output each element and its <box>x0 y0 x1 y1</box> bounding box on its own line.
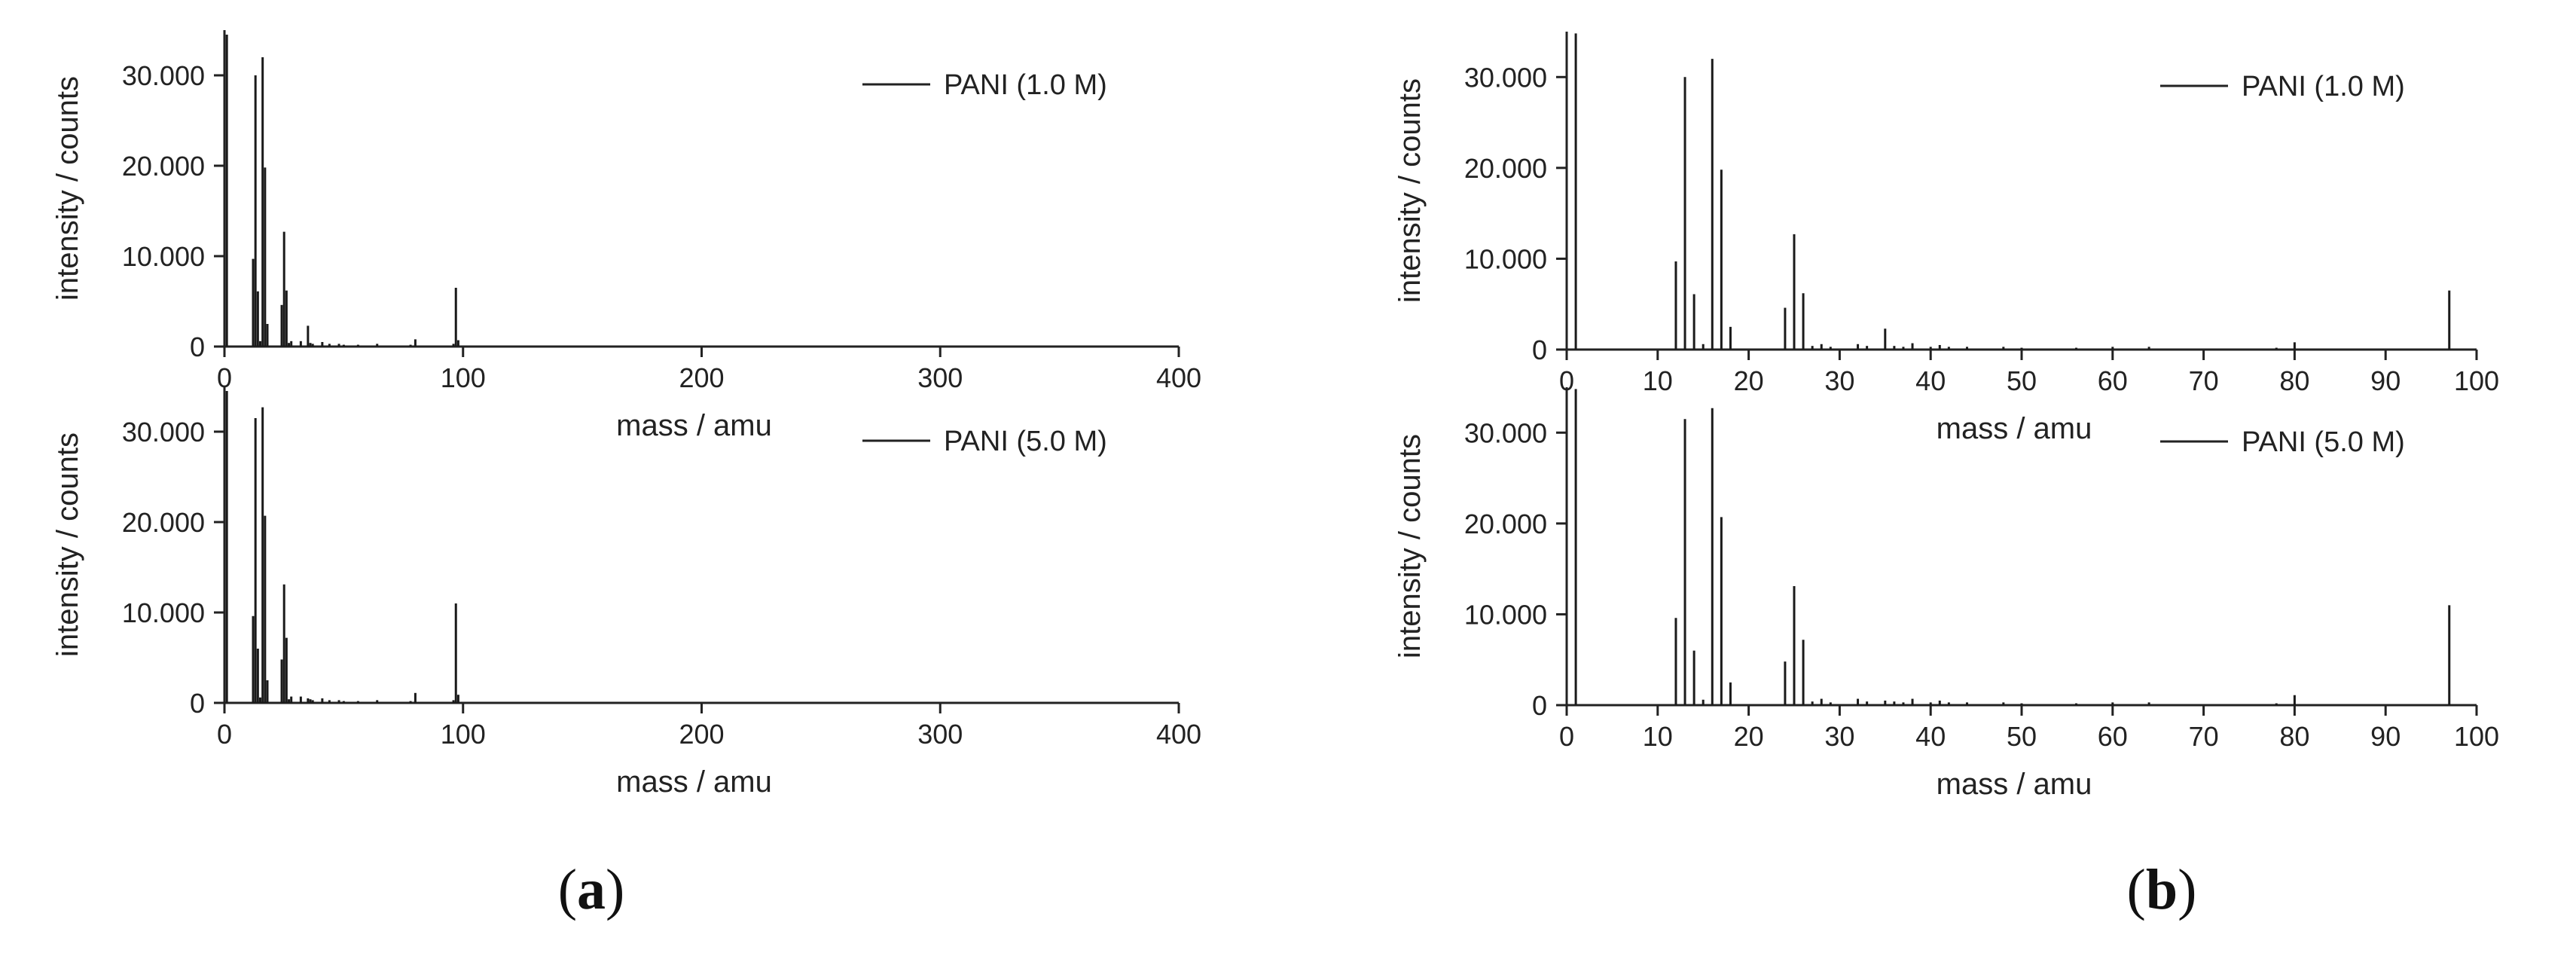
panel-a-chart-1-y-axis-title: intensity / counts <box>51 76 84 301</box>
panel-a-chart-1-x-tick-label: 400 <box>1156 362 1201 393</box>
panel-a-chart-2-x-tick-label: 200 <box>679 719 724 750</box>
panel-a-chart-2-legend-label: PANI (5.0 M) <box>944 426 1107 457</box>
panel-b-chart-2-x-tick-label: 40 <box>1915 721 1946 752</box>
panel-b-chart-1-x-tick-label: 50 <box>2007 365 2037 396</box>
panel-a-chart-1-x-axis-title: mass / amu <box>616 409 772 442</box>
panel-b-chart-1-legend-label: PANI (1.0 M) <box>2242 71 2405 102</box>
panel-a-chart-2-x-tick-label: 0 <box>217 719 232 750</box>
panel-b-chart-1-x-tick-label: 100 <box>2454 365 2499 396</box>
mass-spectra-panel-b: 0 10 20 30 40 50 60 70 80 90 100010.00020.00030.00… <box>1393 32 2499 801</box>
panel-b-chart-1-x-tick-label: 90 <box>2370 365 2401 396</box>
panel-b-chart-2-x-tick-label: 70 <box>2189 721 2219 752</box>
caption-a: (a) <box>557 858 625 921</box>
caption-b-letter: b <box>2145 858 2178 921</box>
panel-b-chart-1-x-tick-label: 80 <box>2279 365 2309 396</box>
panel-a-chart-1-x-tick-label: 300 <box>917 362 963 393</box>
panel-b-chart-2-x-tick-label: 60 <box>2098 721 2128 752</box>
panel-b-chart-1-x-tick-label: 10 <box>1643 365 1673 396</box>
panel-a-chart-2-y-tick-label: 30.000 <box>122 417 205 447</box>
panel-a-chart-2: 0 100 200 300 400 0 10.000 20.000 30.000 PANI (5.… <box>51 386 1201 799</box>
panel-a: 0 100 200 300 400 0 10.000 20.000 30.000 PANI (1.… <box>51 30 1201 921</box>
panel-b: 0 10 20 30 40 50 60 70 80 90 100 0 10.000 20.000 30.00… <box>1288 0 2576 953</box>
panel-b-chart-1-x-tick-label: 40 <box>1915 365 1946 396</box>
panel-a-chart-2-x-tick-label: 300 <box>917 719 963 750</box>
panel-a-chart-2-x-tick-label: 400 <box>1156 719 1201 750</box>
panel-b-chart-1-x-tick-label: 60 <box>2098 365 2128 396</box>
panel-a-chart-1-x-tick-label: 200 <box>679 362 724 393</box>
panel-b-chart-1-x-axis-title: mass / amu <box>1937 412 2092 445</box>
panel-b-chart-2-x-tick-label: 80 <box>2279 721 2309 752</box>
panel-a-chart-1: 0 100 200 300 400 0 10.000 20.000 30.000 PANI (1.… <box>51 30 1201 442</box>
panel-b-chart-2: 0 10 20 30 40 50 60 70 80 90 100 0 10.000 20.000 30.00… <box>1393 387 2499 801</box>
panel-a-chart-2-y-tick-label: 0 <box>190 688 205 719</box>
panel-a-chart-2-x-tick-label: 100 <box>441 719 486 750</box>
panel-b-chart-2-x-tick-label: 90 <box>2370 721 2401 752</box>
panel-b-chart-2-y-tick-label: 10.000 <box>1464 599 1547 630</box>
mass-spectra-panel-a: 0 100 200 300 400 0 10.000 20.000 30.000 PANI (1.… <box>51 30 1201 799</box>
panel-b-chart-2-y-axis-title: intensity / counts <box>1393 434 1427 658</box>
panel-b-chart-2-x-tick-label: 10 <box>1643 721 1673 752</box>
panel-b-chart-1-x-tick-label: 20 <box>1734 365 1764 396</box>
panel-b-chart-2-legend-label: PANI (5.0 M) <box>2242 426 2405 458</box>
panel-a-chart-2-y-axis-title: intensity / counts <box>51 432 84 657</box>
panel-b-chart-2-x-tick-label: 100 <box>2454 721 2499 752</box>
panel-b-chart-2-x-tick-label: 30 <box>1824 721 1854 752</box>
panel-b-chart-1-x-tick-label: 30 <box>1824 365 1854 396</box>
caption-b: (b) <box>2126 858 2197 921</box>
panel-a-chart-2-y-tick-label: 10.000 <box>122 597 205 628</box>
panel-b-chart-2-y-tick-label: 20.000 <box>1464 509 1547 539</box>
panel-b-chart-1-y-tick-label: 20.000 <box>1464 153 1547 184</box>
panel-b-chart-2-x-tick-label: 20 <box>1734 721 1764 752</box>
panel-a-chart-2-y-tick-label: 20.000 <box>122 507 205 538</box>
panel-b-chart-1-y-tick-label: 30.000 <box>1464 62 1547 93</box>
panel-a-chart-1-y-tick-label: 30.000 <box>122 60 205 91</box>
panel-b-chart-1-x-tick-label: 70 <box>2189 365 2219 396</box>
panel-a-chart-1-x-tick-label: 0 <box>217 362 232 393</box>
panel-b-chart-1-y-axis-title: intensity / counts <box>1393 78 1427 303</box>
panel-b-chart-2-y-tick-label: 30.000 <box>1464 417 1547 448</box>
panel-a-chart-1-legend-label: PANI (1.0 M) <box>944 69 1107 101</box>
panel-a-chart-1-y-tick-label: 20.000 <box>122 151 205 182</box>
panel-b-chart-2-x-tick-label: 0 <box>1559 721 1574 752</box>
panel-b-chart-1-x-tick-label: 0 <box>1559 365 1574 396</box>
panel-b-chart-1-y-tick-label: 10.000 <box>1464 243 1547 274</box>
panel-a-chart-1-x-tick-label: 100 <box>441 362 486 393</box>
panel-a-chart-2-x-axis-title: mass / amu <box>616 765 772 799</box>
panel-a-chart-1-y-tick-label: 0 <box>190 331 205 362</box>
panel-a-chart-1-y-tick-label: 10.000 <box>122 241 205 272</box>
panel-b-chart-2-x-axis-title: mass / amu <box>1937 768 2092 801</box>
panel-b-chart-1: 0 10 20 30 40 50 60 70 80 90 100 0 10.000 20.000 30.00… <box>1393 32 2499 445</box>
panel-b-chart-1-y-tick-label: 0 <box>1532 334 1547 365</box>
panel-b-chart-2-x-tick-label: 50 <box>2007 721 2037 752</box>
caption-a-letter: a <box>577 858 606 921</box>
panel-b-chart-2-y-tick-label: 0 <box>1532 690 1547 721</box>
